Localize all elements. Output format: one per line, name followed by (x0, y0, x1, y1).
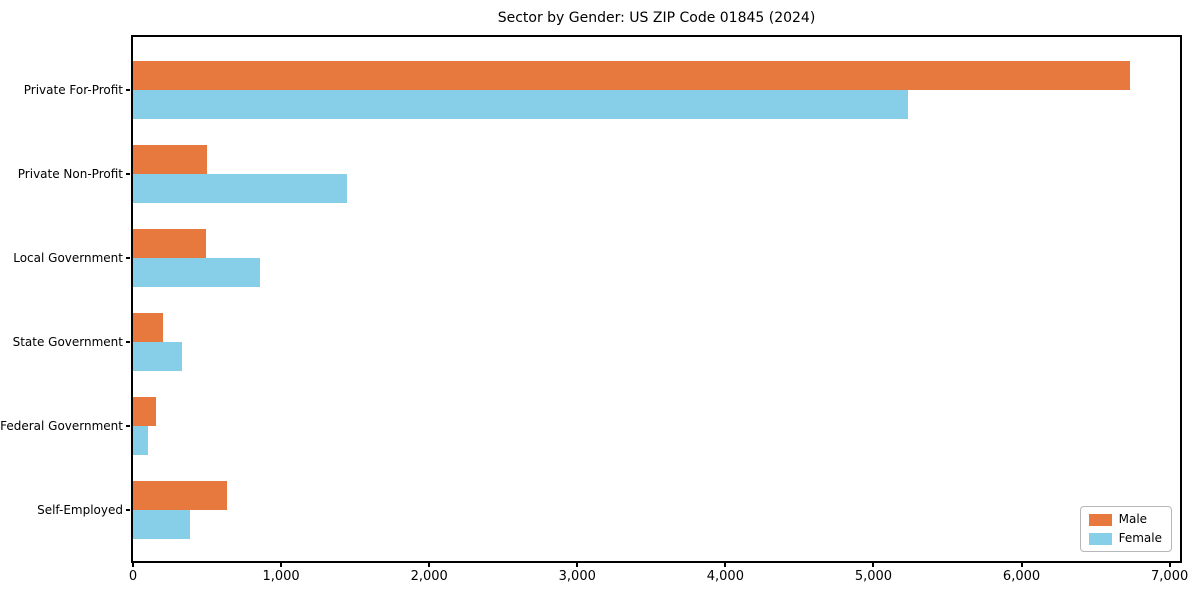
bar-male-federal-government (133, 397, 156, 426)
y-label-private-for-profit: Private For-Profit (23, 83, 123, 97)
x-label-3000: 3,000 (558, 569, 596, 584)
x-label-5000: 5,000 (854, 569, 893, 584)
legend-label-female: Female (1118, 531, 1162, 545)
bar-female-self-employed (133, 510, 190, 539)
chart-title: Sector by Gender: US ZIP Code 01845 (202… (497, 10, 816, 26)
x-tick-6000 (1020, 563, 1023, 567)
y-tick-self-employed (126, 509, 130, 511)
y-tick-federal-government (126, 425, 130, 427)
x-label-4000: 4,000 (706, 569, 744, 584)
bar-female-federal-government (133, 426, 148, 455)
y-label-federal-government: Federal Government (0, 419, 123, 433)
y-label-local-government: Local Government (13, 251, 123, 265)
x-tick-3000 (576, 563, 579, 567)
bar-male-private-for-profit (133, 61, 1130, 90)
x-label-2000: 2,000 (410, 569, 448, 584)
y-tick-private-for-profit (126, 89, 130, 91)
x-label-1000: 1,000 (262, 569, 300, 584)
x-tick-1000 (280, 563, 283, 567)
bar-male-self-employed (133, 481, 227, 510)
plot-area: Male Female (131, 35, 1182, 563)
y-label-private-non-profit: Private Non-Profit (17, 167, 123, 181)
x-label-6000: 6,000 (1002, 569, 1041, 584)
y-label-state-government: State Government (12, 335, 123, 349)
legend-item-female: Female (1088, 531, 1162, 545)
bar-male-private-non-profit (133, 145, 207, 174)
x-tick-4000 (724, 563, 727, 567)
x-tick-2000 (428, 563, 431, 567)
y-label-self-employed: Self-Employed (37, 503, 123, 517)
y-tick-local-government (126, 257, 130, 259)
legend-label-male: Male (1118, 512, 1148, 526)
x-label-0: 0 (128, 569, 138, 584)
legend: Male Female (1079, 506, 1172, 552)
bar-female-private-non-profit (133, 174, 347, 203)
bar-male-local-government (133, 229, 207, 258)
bar-female-state-government (133, 342, 182, 371)
legend-swatch-male (1088, 513, 1112, 526)
x-label-7000: 7,000 (1151, 569, 1189, 584)
bar-female-private-for-profit (133, 90, 908, 119)
x-tick-7000 (1168, 563, 1171, 567)
bar-female-local-government (133, 258, 260, 287)
y-tick-private-non-profit (126, 173, 130, 175)
x-tick-0 (132, 563, 134, 567)
legend-swatch-female (1088, 532, 1112, 545)
x-tick-5000 (872, 563, 875, 567)
y-tick-state-government (126, 341, 130, 343)
bar-male-state-government (133, 313, 164, 342)
legend-item-male: Male (1088, 512, 1162, 526)
